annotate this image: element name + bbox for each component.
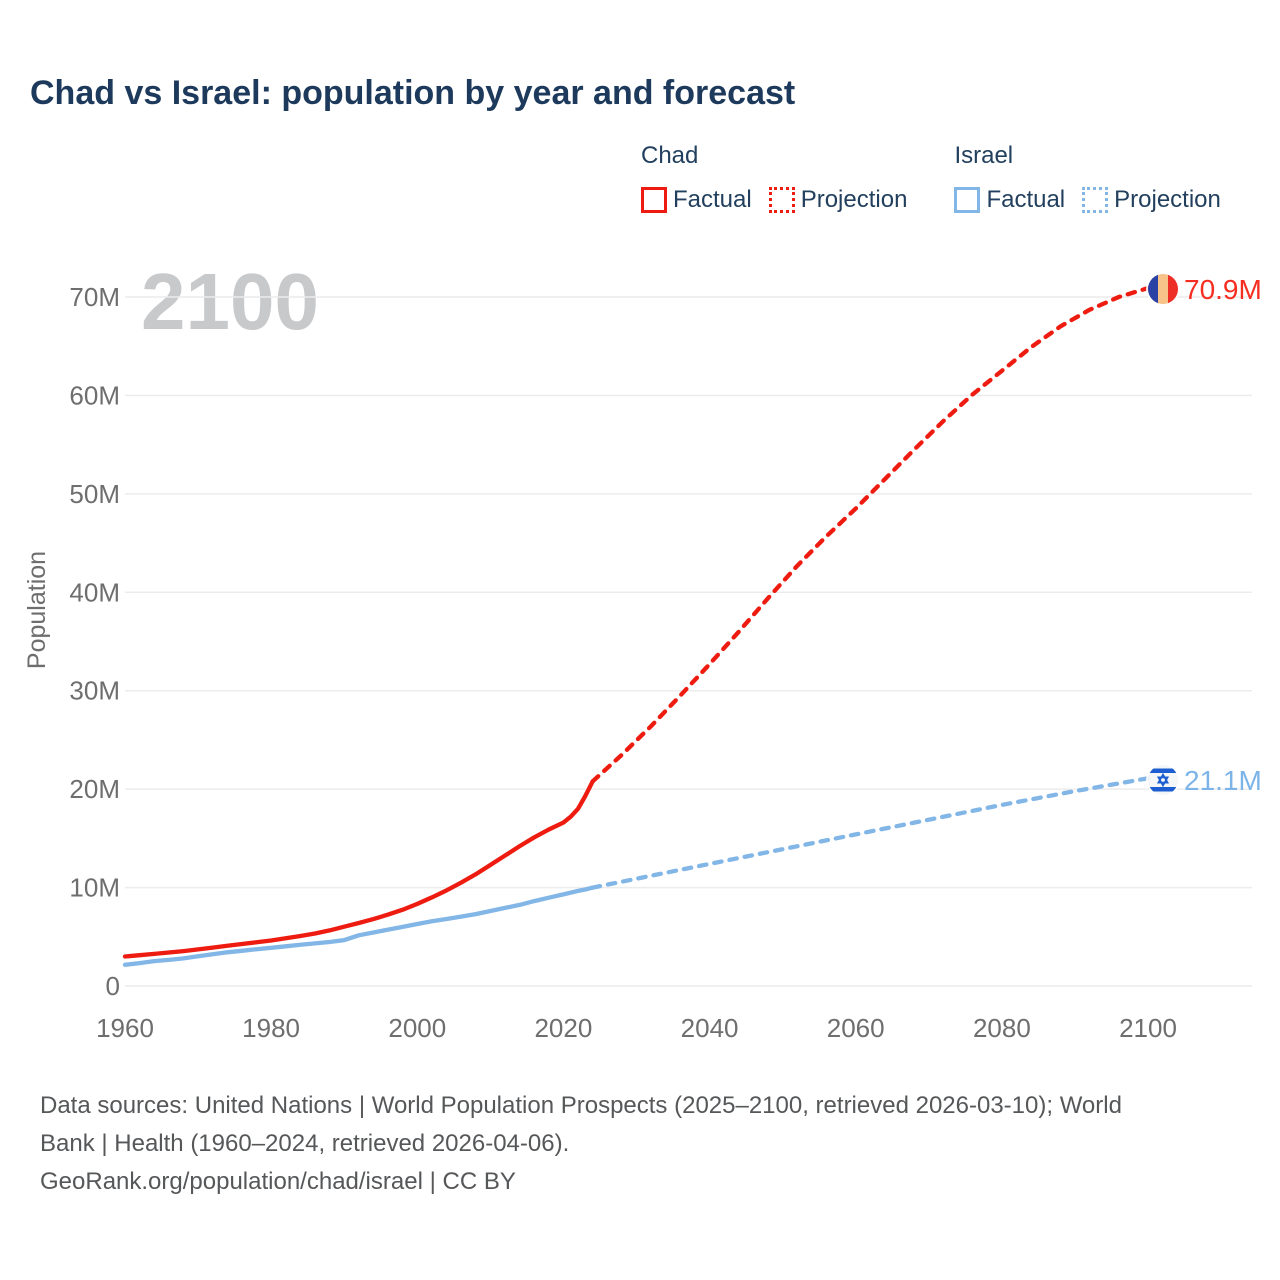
chad-factual-swatch-icon (641, 187, 667, 213)
legend-group-chad-label: Chad (641, 142, 699, 169)
legend-item-label: Factual (986, 186, 1066, 213)
page-title: Chad vs Israel: population by year and f… (30, 74, 796, 112)
population-line-chart: 0 10M 20M 30M 40M 50M 60M 70M 1960 1980 2000 2020 2… (23, 282, 1252, 1043)
svg-text:2100: 2100 (1119, 1013, 1177, 1043)
israel-projection-swatch-icon (1082, 187, 1109, 213)
data-sources-line-2: Bank | Health (1960–2024, retrieved 2026… (40, 1130, 570, 1157)
attribution-line: GeoRank.org/population/chad/israel | CC … (40, 1168, 516, 1195)
chad-projection-swatch-icon (768, 187, 795, 213)
legend-group-chad: Chad Factual Projection (641, 142, 907, 214)
data-sources-line-1: Data sources: United Nations | World Pop… (40, 1092, 1122, 1119)
y-axis-title: Population (23, 551, 51, 669)
svg-text:70M: 70M (69, 282, 120, 312)
footer: Data sources: United Nations | World Pop… (40, 1087, 1250, 1201)
y-axis-tick-labels: 0 10M 20M 30M 40M 50M 60M 70M (69, 282, 120, 1001)
svg-text:0: 0 (106, 971, 120, 1001)
svg-text:2060: 2060 (827, 1013, 885, 1043)
chart-legend: Chad Factual Projection Israel Factual (641, 142, 1221, 214)
legend-group-israel: Israel Factual Projection (954, 142, 1221, 214)
svg-text:1960: 1960 (96, 1013, 154, 1043)
legend-item-chad-projection: Projection (768, 186, 908, 214)
svg-text:30M: 30M (69, 676, 120, 706)
legend-item-label: Factual (673, 186, 752, 213)
israel-factual-swatch-icon (954, 187, 981, 213)
svg-text:60M: 60M (69, 380, 120, 410)
data-series-lines (122, 285, 1151, 967)
svg-text:2080: 2080 (973, 1013, 1031, 1043)
israel-flag-icon (1148, 765, 1178, 795)
svg-text:2020: 2020 (534, 1013, 592, 1043)
svg-text:2040: 2040 (681, 1013, 739, 1043)
year-watermark: 2100 (141, 257, 319, 346)
svg-text:2000: 2000 (388, 1013, 446, 1043)
israel-end-value: 21.1M (1184, 765, 1262, 796)
gridlines (125, 296, 1252, 987)
legend-item-label: Projection (800, 186, 908, 213)
svg-text:20M: 20M (69, 774, 120, 804)
legend-item-label: Projection (1114, 186, 1221, 213)
legend-item-israel-projection: Projection (1082, 186, 1221, 214)
svg-text:10M: 10M (69, 873, 120, 903)
legend-item-chad-factual: Factual (641, 186, 752, 214)
x-axis-tick-labels: 1960 1980 2000 2020 2040 2060 2080 2100 (96, 1013, 1177, 1043)
svg-text:50M: 50M (69, 479, 120, 509)
legend-item-israel-factual: Factual (954, 186, 1065, 214)
legend-group-israel-label: Israel (954, 142, 1014, 169)
svg-text:1980: 1980 (242, 1013, 300, 1043)
chad-flag-icon (1148, 274, 1178, 304)
svg-text:40M: 40M (69, 577, 120, 607)
chad-end-value: 70.9M (1184, 274, 1262, 305)
